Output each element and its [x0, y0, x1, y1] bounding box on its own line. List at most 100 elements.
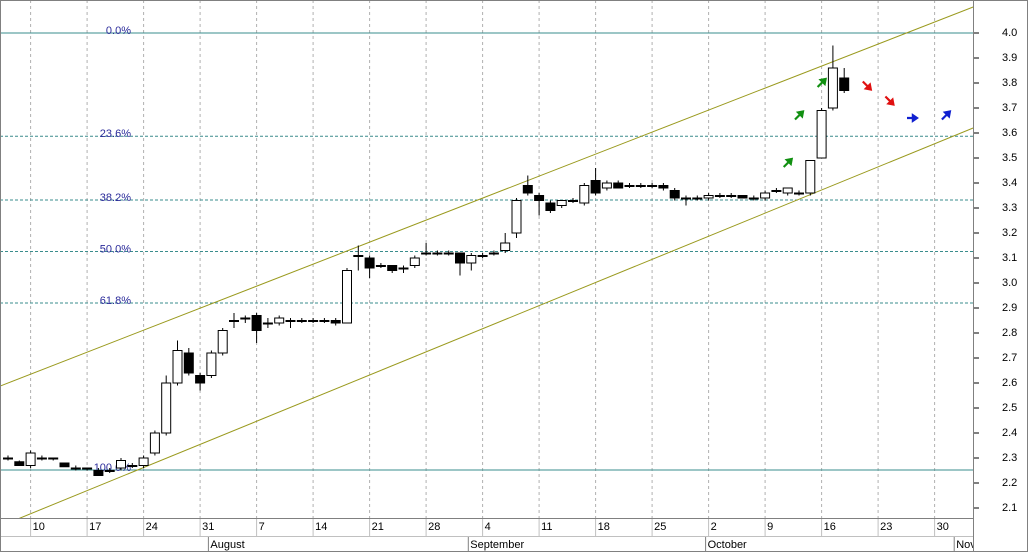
- candle-body: [692, 197, 703, 200]
- x-tick-label: 9: [767, 521, 773, 533]
- candle-body: [624, 185, 635, 187]
- candle-body: [70, 467, 81, 470]
- signal-arrow: [884, 95, 895, 106]
- level-label: 38.2%: [100, 192, 131, 204]
- y-tick-label: 2.7: [1002, 352, 1017, 364]
- candle-body: [771, 190, 782, 192]
- candle-body: [82, 467, 93, 470]
- candle-body: [251, 315, 262, 331]
- y-tick-label: 3.0: [1002, 277, 1017, 289]
- candle-body: [3, 457, 13, 460]
- candle-body: [748, 197, 759, 200]
- candle-body: [703, 195, 714, 199]
- candle-body: [342, 270, 352, 324]
- candle-body: [794, 192, 804, 195]
- candle-body: [455, 252, 465, 264]
- y-tick-label: 3.8: [1002, 77, 1017, 89]
- x-tick-label: 21: [372, 521, 384, 533]
- candle-body: [681, 197, 691, 200]
- candle-body: [432, 252, 443, 255]
- candle-body: [183, 352, 194, 374]
- candle-body: [319, 320, 330, 322]
- candle-body: [534, 195, 545, 201]
- candle-body: [353, 255, 364, 257]
- x-tick-label: 11: [541, 521, 552, 533]
- candle-body: [556, 200, 567, 206]
- candle-body: [296, 320, 307, 322]
- y-tick-label: 2.5: [1002, 402, 1017, 414]
- candle-body: [149, 432, 160, 454]
- candle-body: [116, 460, 126, 469]
- x-tick-label: 28: [428, 521, 440, 533]
- x-tick-label: 30: [937, 521, 949, 533]
- signal-arrow: [782, 157, 794, 168]
- candle-body: [364, 257, 375, 269]
- month-label: November: [956, 539, 1007, 551]
- candle-body: [127, 465, 138, 467]
- candle-body: [568, 200, 578, 202]
- candle-body: [172, 350, 183, 384]
- x-tick-label: 24: [146, 521, 158, 533]
- x-tick-label: 17: [89, 521, 101, 533]
- candle-body: [737, 195, 748, 199]
- month-label: October: [708, 539, 747, 551]
- candle-body: [488, 252, 499, 255]
- candle-body: [421, 252, 432, 255]
- candle-body: [590, 180, 601, 194]
- candle-body: [827, 67, 838, 109]
- candle-body: [613, 182, 624, 189]
- candle-body: [601, 182, 612, 189]
- channel-line: [0, 6, 973, 387]
- x-tick-label: 25: [654, 521, 666, 533]
- candle-body: [839, 77, 850, 91]
- signal-arrow: [862, 80, 873, 91]
- y-tick-label: 3.6: [1002, 127, 1017, 139]
- candle-body: [217, 330, 228, 354]
- candle-body: [511, 200, 522, 234]
- signal-arrow: [941, 110, 952, 121]
- candle-body: [229, 320, 239, 322]
- candle-body: [161, 382, 172, 434]
- x-tick-label: 23: [880, 521, 892, 533]
- signal-arrow: [794, 110, 805, 121]
- y-tick-label: 2.4: [1002, 427, 1017, 439]
- y-tick-label: 3.7: [1002, 102, 1017, 114]
- candle-body: [104, 470, 115, 472]
- y-tick-label: 3.4: [1002, 177, 1017, 189]
- x-axis: 10 17 24 31 7 14 21 28 4 11 18 25 2 9 16 23 30 August Sept…: [30, 518, 1007, 552]
- candle-body: [138, 457, 149, 466]
- candle-body: [443, 252, 454, 255]
- candle-body: [477, 255, 488, 257]
- y-tick-label: 3.1: [1002, 252, 1017, 264]
- x-tick-label: 18: [598, 521, 610, 533]
- candle-body: [522, 185, 533, 194]
- candle-body: [59, 462, 70, 468]
- month-label: August: [210, 539, 244, 551]
- candle-body: [375, 265, 386, 267]
- level-label: 0.0%: [106, 25, 131, 37]
- candle-body: [308, 320, 319, 322]
- candle-body: [500, 242, 511, 251]
- candle-body: [658, 185, 669, 189]
- y-tick-label: 3.2: [1002, 227, 1017, 239]
- candle-body: [36, 457, 47, 460]
- candle-body: [93, 470, 104, 476]
- candle-body: [285, 320, 296, 322]
- candle-body: [782, 187, 793, 194]
- x-tick-label: 31: [202, 521, 214, 533]
- level-label: 50.0%: [100, 243, 131, 255]
- y-tick-label: 3.3: [1002, 202, 1017, 214]
- y-tick-label: 2.3: [1002, 452, 1017, 464]
- level-label: 23.6%: [100, 128, 131, 140]
- y-tick-label: 3.5: [1002, 152, 1017, 164]
- candle-body: [409, 257, 420, 266]
- candle-body: [262, 322, 273, 325]
- candle-body: [48, 457, 59, 460]
- x-tick-label: 16: [824, 521, 836, 533]
- candle-body: [240, 317, 251, 320]
- month-label: September: [470, 539, 524, 551]
- y-tick-label: 3.9: [1002, 52, 1017, 64]
- candle-body: [579, 185, 590, 204]
- y-tick-label: 2.1: [1002, 502, 1017, 514]
